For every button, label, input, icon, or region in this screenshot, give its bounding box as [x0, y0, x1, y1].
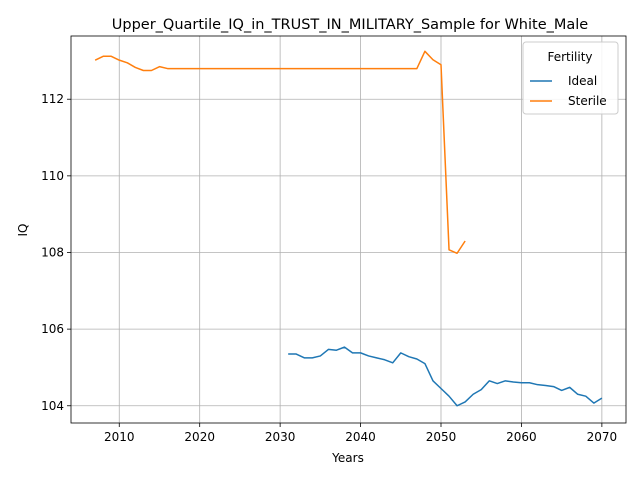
- x-tick-label: 2050: [426, 430, 457, 444]
- x-tick-label: 2010: [104, 430, 135, 444]
- y-axis-ticks: 104 106 108 110 112: [41, 92, 71, 413]
- x-tick-label: 2070: [587, 430, 618, 444]
- y-tick-label: 112: [41, 92, 64, 106]
- y-tick-label: 110: [41, 169, 64, 183]
- legend-label-ideal: Ideal: [568, 74, 597, 88]
- y-tick-label: 108: [41, 245, 64, 259]
- y-tick-label: 104: [41, 399, 64, 413]
- plot-frame: [70, 35, 627, 424]
- grid-lines: [71, 36, 626, 423]
- x-tick-label: 2040: [345, 430, 376, 444]
- series-line-sterile: [94, 50, 466, 255]
- y-axis-label: IQ: [16, 224, 30, 237]
- y-tick-label: 106: [41, 322, 64, 336]
- x-tick-label: 2030: [265, 430, 296, 444]
- x-tick-label: 2020: [184, 430, 215, 444]
- x-axis-label: Years: [331, 451, 364, 465]
- chart-title: Upper_Quartile_IQ_in_TRUST_IN_MILITARY_S…: [112, 17, 589, 33]
- x-tick-label: 2060: [506, 430, 537, 444]
- legend: Fertility Ideal Sterile: [522, 41, 619, 115]
- legend-title: Fertility: [547, 50, 592, 64]
- series-line-ideal: [288, 346, 603, 407]
- legend-label-sterile: Sterile: [568, 94, 607, 108]
- legend-box: [522, 41, 619, 115]
- legend-items: Ideal Sterile: [530, 74, 607, 108]
- x-axis-ticks: 2010 2020 2030 2040 2050 2060 2070: [104, 423, 617, 444]
- series-lines: [94, 50, 603, 407]
